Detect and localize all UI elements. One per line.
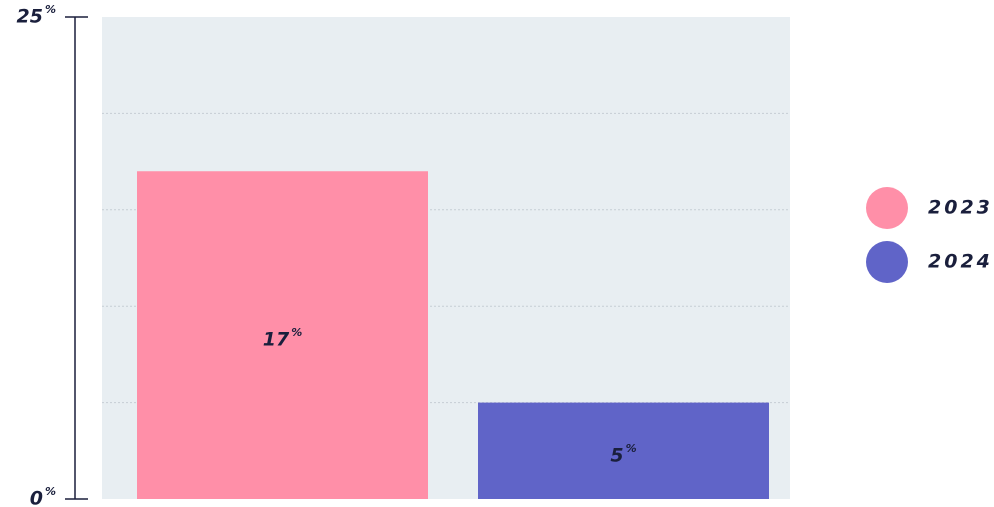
y-tick-label: 0% bbox=[30, 485, 56, 507]
legend-label: 2023 bbox=[928, 197, 993, 219]
bar bbox=[137, 171, 428, 500]
y-tick-label: 25% bbox=[17, 3, 56, 28]
legend-swatch bbox=[866, 241, 908, 283]
legend-swatch bbox=[866, 187, 908, 229]
legend-label: 2024 bbox=[928, 251, 993, 273]
bar bbox=[478, 402, 769, 499]
